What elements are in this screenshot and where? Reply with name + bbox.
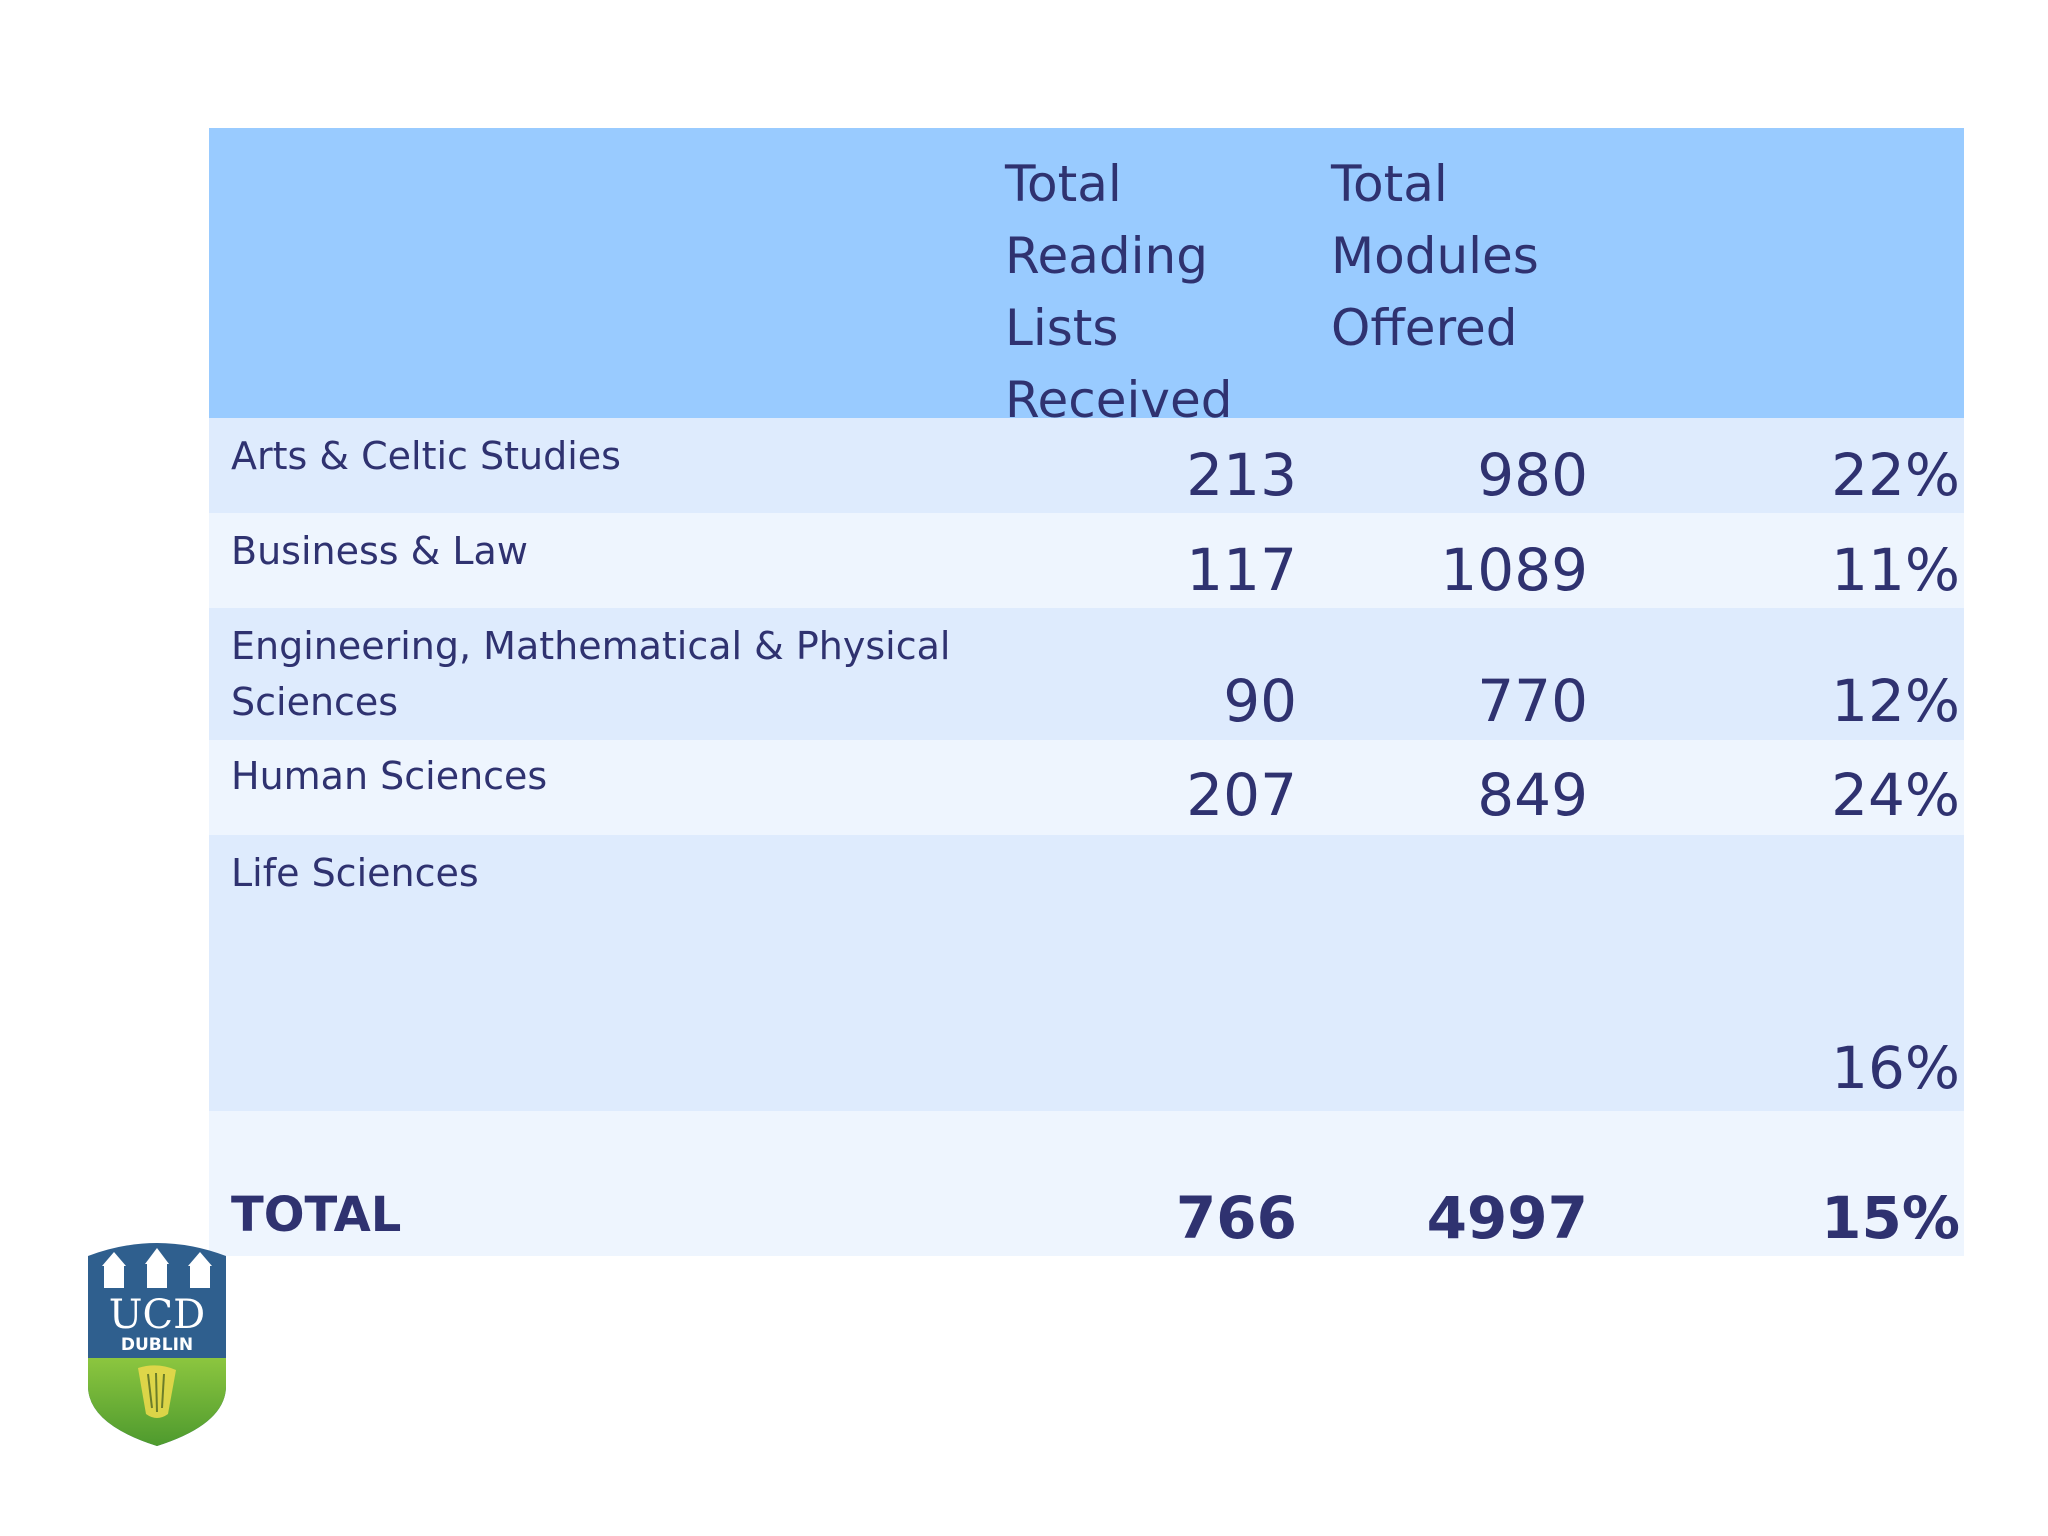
percent-value: 12% (1831, 667, 1960, 735)
row-label: Human Sciences (231, 754, 548, 798)
ucd-dublin-logo: UCD DUBLIN (86, 1236, 228, 1448)
total-modules-value: 4997 (1426, 1184, 1588, 1252)
row-label: Engineering, Mathematical & Physical Sci… (231, 624, 951, 724)
logo-main-text: UCD (109, 1292, 205, 1338)
modules-value: 770 (1477, 667, 1588, 735)
table-row: Life Sciences 16% (209, 835, 1964, 1111)
modules-value: 849 (1477, 761, 1588, 829)
reading-lists-value: 117 (1186, 536, 1297, 604)
reading-lists-value: 207 (1186, 761, 1297, 829)
total-row: TOTAL 766 4997 15% (209, 1111, 1964, 1256)
row-label: Business & Law (231, 529, 528, 573)
modules-value: 980 (1477, 441, 1588, 509)
ucd-crest-icon: UCD DUBLIN (88, 1243, 226, 1446)
modules-value: 1089 (1440, 536, 1588, 604)
percent-value: 11% (1831, 536, 1960, 604)
reading-lists-table: Total Reading Lists Received Total Modul… (209, 128, 1964, 1256)
row-label: Life Sciences (231, 851, 479, 895)
row-label: Arts & Celtic Studies (231, 434, 621, 478)
percent-value: 24% (1831, 761, 1960, 829)
percent-value: 16% (1831, 1034, 1960, 1102)
logo-sub-text: DUBLIN (121, 1335, 193, 1355)
table-row: Engineering, Mathematical & Physical Sci… (209, 608, 1964, 740)
header-total-reading-lists-received: Total Reading Lists Received (1005, 155, 1233, 429)
table-row: Arts & Celtic Studies 213 980 22% (209, 418, 1964, 513)
reading-lists-value: 213 (1186, 441, 1297, 509)
table-row: Human Sciences 207 849 24% (209, 740, 1964, 835)
total-percent-value: 15% (1821, 1184, 1960, 1252)
reading-lists-value: 90 (1223, 667, 1297, 735)
table-header-row: Total Reading Lists Received Total Modul… (209, 128, 1964, 429)
total-reading-lists-value: 766 (1175, 1184, 1297, 1252)
table-row: Business & Law 117 1089 11% (209, 513, 1964, 608)
percent-value: 22% (1831, 441, 1960, 509)
header-total-modules-offered: Total Modules Offered (1331, 155, 1539, 357)
total-label: TOTAL (231, 1187, 402, 1243)
